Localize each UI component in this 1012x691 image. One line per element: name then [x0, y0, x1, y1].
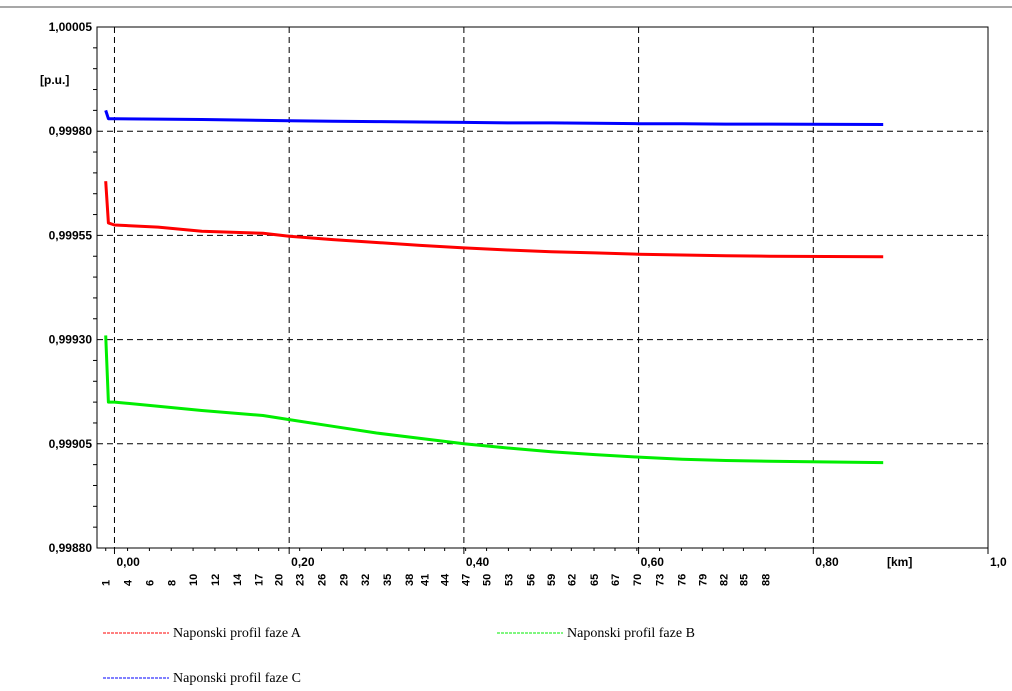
series-line-1: [106, 181, 884, 257]
node-index-label: 32: [360, 574, 372, 586]
node-index-label: 8: [166, 580, 178, 586]
x-axis-unit-label: [km]: [887, 555, 912, 569]
node-index-label: 53: [503, 574, 515, 586]
node-index-label: 41: [420, 574, 432, 586]
y-axis-unit-label: [p.u.]: [40, 73, 69, 87]
node-index-label: 59: [546, 574, 558, 586]
y-tick-label: 0,99905: [49, 437, 93, 451]
node-index-label: 88: [760, 574, 772, 586]
legend: Naponski profil faze A Naponski profil fa…: [103, 626, 695, 686]
y-tick-label: 0,99880: [49, 541, 93, 555]
node-index-label: 23: [295, 574, 307, 586]
x-tick-label: 1,0: [990, 555, 1007, 569]
node-index-label: 67: [610, 574, 622, 586]
node-index-label: 56: [525, 574, 537, 586]
node-index-label: 76: [676, 574, 688, 586]
node-index-label: 29: [338, 574, 350, 586]
node-index-label: 70: [632, 574, 644, 586]
node-index-label: 10: [188, 574, 200, 586]
grid-layer: [97, 27, 988, 548]
node-index-label: 47: [461, 574, 473, 586]
node-index-label: 12: [210, 574, 222, 586]
y-tick-label: 0,99980: [49, 124, 93, 138]
node-index-label: 44: [440, 573, 452, 586]
x-tick-label: 0,20: [291, 555, 315, 569]
node-index-label: 6: [144, 580, 156, 586]
y-tick-label: 0,99930: [49, 333, 93, 347]
legend-label: Naponski profil faze A: [173, 626, 302, 641]
node-index-label: 1: [101, 580, 113, 586]
node-index-label: 65: [589, 574, 601, 586]
node-index-label: 20: [274, 574, 286, 586]
y-tick-label: 1,00005: [49, 20, 93, 34]
node-index-label: 4: [123, 579, 135, 586]
node-index-label: 82: [718, 574, 730, 586]
plot-area-frame: [97, 27, 988, 548]
x-tick-label: 0,60: [641, 555, 665, 569]
node-index-label: 79: [697, 574, 709, 586]
node-index-label: 73: [655, 574, 667, 586]
node-index-label: 85: [738, 574, 750, 586]
x-tick-label: 0,80: [815, 555, 839, 569]
node-index-label: 35: [382, 574, 394, 586]
node-index-label: 62: [566, 574, 578, 586]
x-tick-label: 0,00: [116, 555, 140, 569]
y-tick-label: 0,99955: [49, 228, 93, 242]
legend-label: Naponski profil faze C: [173, 671, 301, 686]
x-tick-label: 0,40: [466, 555, 490, 569]
axis-layer: 1,00005 0,99980 0,99955 0,99930 0,99905 0,998…: [49, 20, 1007, 586]
series-layer: [106, 110, 884, 462]
series-line-3: [106, 110, 884, 124]
node-index-label: 17: [254, 574, 266, 586]
node-index-label: 26: [316, 574, 328, 586]
node-index-label: 38: [404, 574, 416, 586]
legend-label: Naponski profil faze B: [567, 626, 695, 641]
node-index-label: 14: [232, 573, 244, 586]
node-index-label: 50: [482, 574, 494, 586]
